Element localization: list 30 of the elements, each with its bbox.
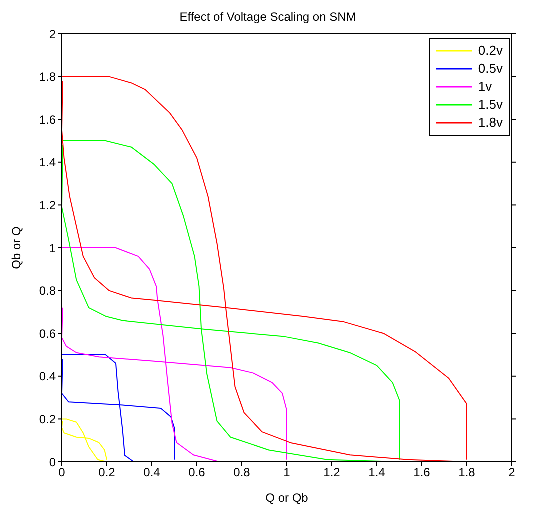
y-tick-label: 0.2 (39, 412, 56, 426)
x-tick-label: 0 (58, 466, 66, 480)
y-tick-label: 1.8 (39, 70, 56, 84)
x-tick-label: 0.6 (188, 466, 206, 480)
legend-label: 0.5v (478, 60, 503, 78)
x-tick-label: 1.4 (368, 466, 386, 480)
y-axis-title: Qb or Q (9, 226, 24, 270)
legend-label: 1v (478, 78, 492, 96)
y-tick-label: 1.6 (39, 112, 56, 127)
y-tick-label: 0 (49, 455, 56, 470)
y-tick-label: 1.2 (39, 198, 56, 212)
x-tick-label: 1.2 (324, 466, 341, 480)
y-tick-label: 1 (49, 241, 56, 256)
legend-label: 1.5v (478, 96, 503, 114)
legend-label: 1.8v (478, 114, 503, 132)
x-tick-label: 1.6 (414, 466, 431, 480)
chart-title: Effect of Voltage Scaling on SNM (178, 9, 358, 26)
x-tick-label: 2 (508, 466, 516, 480)
legend-label: 0.2v (478, 42, 503, 60)
x-tick-label: 0.8 (234, 466, 251, 480)
y-tick-label: 0.6 (39, 326, 56, 341)
y-tick-label: 0.8 (39, 284, 56, 298)
x-tick-label: 1.8 (458, 466, 476, 480)
x-tick-label: 1 (284, 466, 291, 480)
y-tick-label: 1.4 (39, 156, 56, 170)
y-tick-label: 2 (49, 27, 56, 42)
x-axis-title: Q or Qb (266, 491, 309, 505)
x-tick-label: 0.4 (144, 466, 161, 480)
x-tick-label: 0.2 (98, 466, 116, 480)
y-tick-label: 0.4 (39, 370, 56, 384)
